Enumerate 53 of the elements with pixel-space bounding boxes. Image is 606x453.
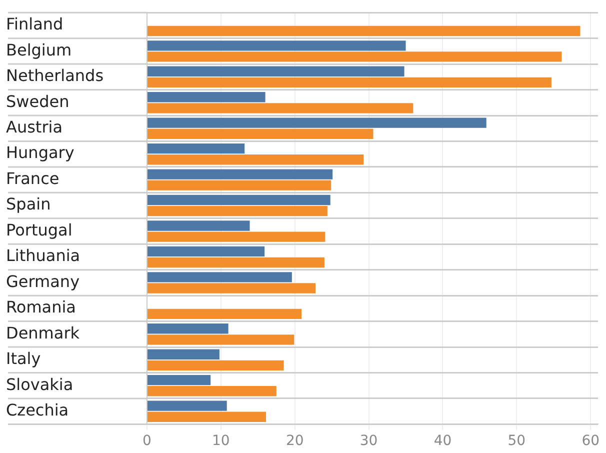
bar bbox=[148, 272, 292, 282]
y-tick-label: Germany bbox=[6, 272, 80, 291]
bar bbox=[148, 349, 220, 360]
bar bbox=[148, 412, 266, 422]
bar bbox=[148, 154, 364, 165]
bar bbox=[148, 324, 228, 334]
y-tick-label: Lithuania bbox=[6, 246, 80, 266]
bar bbox=[148, 66, 404, 76]
bar bbox=[148, 246, 265, 257]
bar bbox=[148, 103, 414, 114]
x-tick-label: 40 bbox=[434, 433, 452, 450]
bar bbox=[148, 206, 328, 216]
y-tick-label: France bbox=[6, 168, 60, 188]
bar bbox=[148, 26, 580, 36]
y-tick-label: Hungary bbox=[6, 143, 74, 162]
bar bbox=[148, 40, 406, 51]
x-tick-label: 0 bbox=[142, 433, 152, 450]
y-tick-label: Denmark bbox=[6, 323, 80, 342]
y-tick-label: Italy bbox=[6, 349, 41, 368]
x-tick-label: 20 bbox=[286, 433, 304, 450]
y-tick-label: Belgium bbox=[6, 40, 72, 60]
y-tick-label: Czechia bbox=[6, 400, 69, 420]
x-tick-label: 60 bbox=[582, 433, 600, 450]
bar bbox=[148, 232, 326, 242]
bar bbox=[148, 374, 211, 386]
bar bbox=[148, 92, 266, 102]
bar bbox=[148, 308, 302, 320]
bar bbox=[148, 257, 324, 268]
x-tick-label: 10 bbox=[212, 433, 230, 450]
bar bbox=[148, 128, 374, 139]
bar bbox=[148, 52, 562, 62]
y-tick-label: Spain bbox=[6, 194, 51, 214]
y-tick-label: Finland bbox=[6, 14, 64, 34]
x-tick-label: 50 bbox=[508, 433, 526, 450]
y-tick-label: Portugal bbox=[6, 220, 72, 240]
bar bbox=[148, 194, 330, 206]
bar bbox=[148, 169, 333, 180]
y-tick-label: Sweden bbox=[6, 92, 70, 111]
bar bbox=[148, 386, 276, 396]
bar bbox=[148, 400, 227, 411]
bar bbox=[148, 283, 316, 294]
y-tick-label: Romania bbox=[6, 298, 76, 317]
bar bbox=[148, 220, 250, 231]
bar bbox=[148, 360, 284, 371]
y-tick-label: Slovakia bbox=[6, 374, 74, 394]
y-tick-label: Austria bbox=[6, 118, 63, 137]
bar bbox=[148, 77, 552, 88]
bar bbox=[148, 143, 245, 154]
bar bbox=[148, 118, 486, 128]
y-tick-label: Netherlands bbox=[6, 66, 104, 86]
x-tick-label: 30 bbox=[360, 433, 378, 450]
bar bbox=[148, 334, 294, 345]
bar bbox=[148, 180, 332, 190]
